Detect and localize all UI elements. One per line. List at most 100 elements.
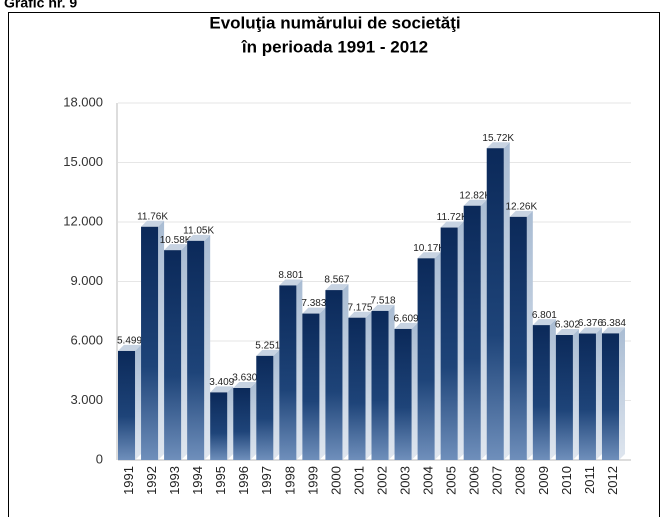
bar-top (601, 327, 625, 334)
bar (256, 355, 274, 460)
value-label: 6.376 (578, 318, 603, 329)
x-tick-label: 1993 (167, 466, 182, 495)
value-label: 7.383 (301, 298, 326, 309)
x-tick-label: 2008 (513, 466, 528, 495)
bar-side (296, 279, 303, 460)
bar-side (411, 322, 418, 460)
bar-side (181, 244, 188, 460)
bar-side (365, 311, 372, 460)
bar (210, 392, 228, 460)
x-tick-label: 1995 (213, 466, 228, 495)
bar-side (342, 284, 349, 460)
value-label: 10.58K (160, 235, 192, 246)
bar-top (532, 319, 556, 326)
bar-top (371, 304, 395, 311)
bar-side (619, 327, 625, 460)
bar (302, 313, 320, 460)
value-label: 6.384 (601, 318, 626, 329)
x-tick-label: 1991 (121, 466, 136, 495)
x-tick-label: 2011 (582, 466, 597, 494)
bar (578, 333, 596, 460)
value-label: 6.302 (555, 320, 580, 331)
x-tick-label: 2005 (444, 466, 459, 495)
bar (463, 205, 481, 460)
bar-top (555, 329, 579, 336)
bar-top (279, 279, 303, 286)
caption: Grafic nr. 9 (4, 0, 77, 11)
bar (532, 325, 550, 460)
y-tick-label: 9.000 (70, 273, 103, 288)
bar-top (325, 284, 349, 291)
chart-subtitle: în perioada 1991 - 2012 (241, 37, 428, 56)
value-label: 6.609 (394, 314, 419, 325)
y-tick-label: 6.000 (70, 332, 103, 347)
bar-top (509, 210, 533, 217)
bar-side (572, 329, 579, 460)
value-label: 11.72K (437, 212, 468, 223)
bar (118, 350, 136, 460)
x-tick-label: 1992 (144, 466, 159, 495)
bar (233, 388, 251, 460)
bar (164, 250, 182, 460)
x-tick-label: 1998 (282, 466, 297, 495)
y-tick-label: 3.000 (70, 392, 103, 407)
y-tick-label: 18.000 (63, 94, 103, 109)
bar (348, 317, 366, 460)
bar-side (250, 382, 257, 460)
x-tick-label: 2010 (559, 466, 574, 495)
bar (417, 258, 435, 460)
bar-side (549, 319, 556, 460)
bar (440, 227, 458, 460)
x-tick-label: 1994 (190, 466, 205, 495)
value-label: 8.801 (278, 270, 303, 281)
x-tick-label: 2009 (536, 466, 551, 495)
value-label: 5.251 (255, 340, 280, 351)
bar-top (440, 221, 464, 228)
bar-top (141, 220, 165, 227)
bar (601, 333, 619, 460)
bar-top (348, 311, 372, 318)
bar-side (503, 142, 510, 460)
bar (371, 310, 389, 460)
bar-side (227, 386, 234, 460)
bar-top (256, 349, 280, 356)
bar-top (187, 234, 211, 241)
bar-side (526, 210, 533, 460)
bar (279, 285, 297, 460)
x-tick-label: 2004 (421, 466, 436, 495)
value-label: 10.17K (413, 243, 445, 254)
x-tick-label: 1999 (305, 466, 320, 495)
bar (394, 328, 412, 460)
bar-side (158, 220, 165, 460)
bar (325, 290, 343, 460)
bar-side (135, 344, 142, 460)
value-label: 15.72K (482, 133, 514, 144)
bar-top (578, 327, 602, 334)
value-label: 3.409 (209, 377, 234, 388)
value-label: 7.518 (371, 296, 396, 307)
bar-top (486, 142, 510, 149)
value-label: 8.567 (324, 275, 349, 286)
bar-top (394, 322, 418, 329)
x-tick-label: 2000 (328, 466, 343, 495)
x-tick-label: 2001 (351, 466, 366, 495)
bar-top (233, 382, 257, 389)
y-tick-label: 12.000 (63, 213, 103, 228)
bar-side (319, 307, 326, 460)
bar-top (417, 252, 441, 259)
x-tick-label: 2007 (490, 466, 505, 495)
bar-side (273, 349, 280, 460)
y-tick-label: 0 (96, 451, 103, 466)
value-label: 11.76K (137, 211, 168, 222)
bar-top (302, 307, 326, 314)
x-tick-label: 2006 (467, 466, 482, 495)
bar (141, 226, 159, 460)
value-label: 12.26K (505, 201, 537, 212)
x-tick-label: 2002 (374, 466, 389, 495)
frame (8, 12, 660, 517)
bar-side (480, 199, 487, 460)
value-label: 5.499 (117, 336, 142, 347)
bar-side (204, 234, 211, 460)
